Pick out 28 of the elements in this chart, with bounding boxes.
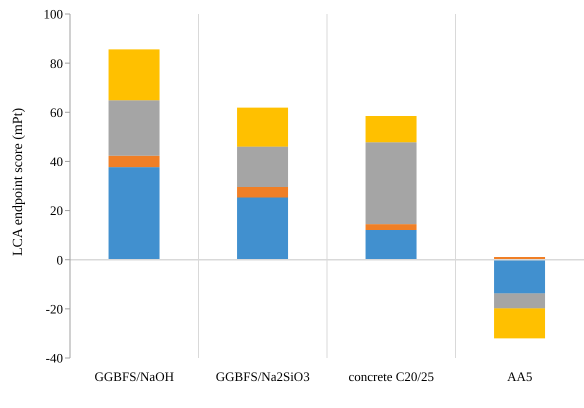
bar	[366, 116, 417, 142]
bar	[108, 167, 160, 260]
y-tick-label: 60	[50, 104, 63, 120]
bar	[366, 142, 417, 224]
bar	[366, 230, 417, 260]
bar	[494, 308, 546, 338]
x-tick-label: GGBFS/NaOH	[94, 369, 174, 384]
bar	[237, 108, 288, 147]
bar	[108, 156, 160, 168]
y-tick-label: 20	[50, 203, 63, 218]
bar	[108, 49, 160, 100]
x-tick-label: GGBFS/Na2SiO3	[216, 369, 310, 384]
bar	[494, 293, 546, 308]
x-tick-label: concrete C20/25	[348, 369, 434, 384]
x-tick-label: AA5	[507, 369, 532, 384]
bar	[237, 146, 288, 187]
y-tick-label: 80	[50, 56, 63, 71]
y-tick-label: -40	[46, 350, 63, 366]
bar	[494, 260, 546, 294]
y-tick-label: 40	[50, 154, 63, 170]
y-tick-label: 100	[44, 6, 63, 22]
y-tick-label: -20	[46, 301, 63, 316]
bar	[366, 224, 417, 230]
bar	[108, 100, 160, 156]
y-tick-label: 0	[56, 252, 63, 268]
bar	[237, 186, 288, 198]
y-axis-title: LCA endpoint score (mPt)	[10, 108, 26, 256]
bar	[237, 198, 288, 260]
